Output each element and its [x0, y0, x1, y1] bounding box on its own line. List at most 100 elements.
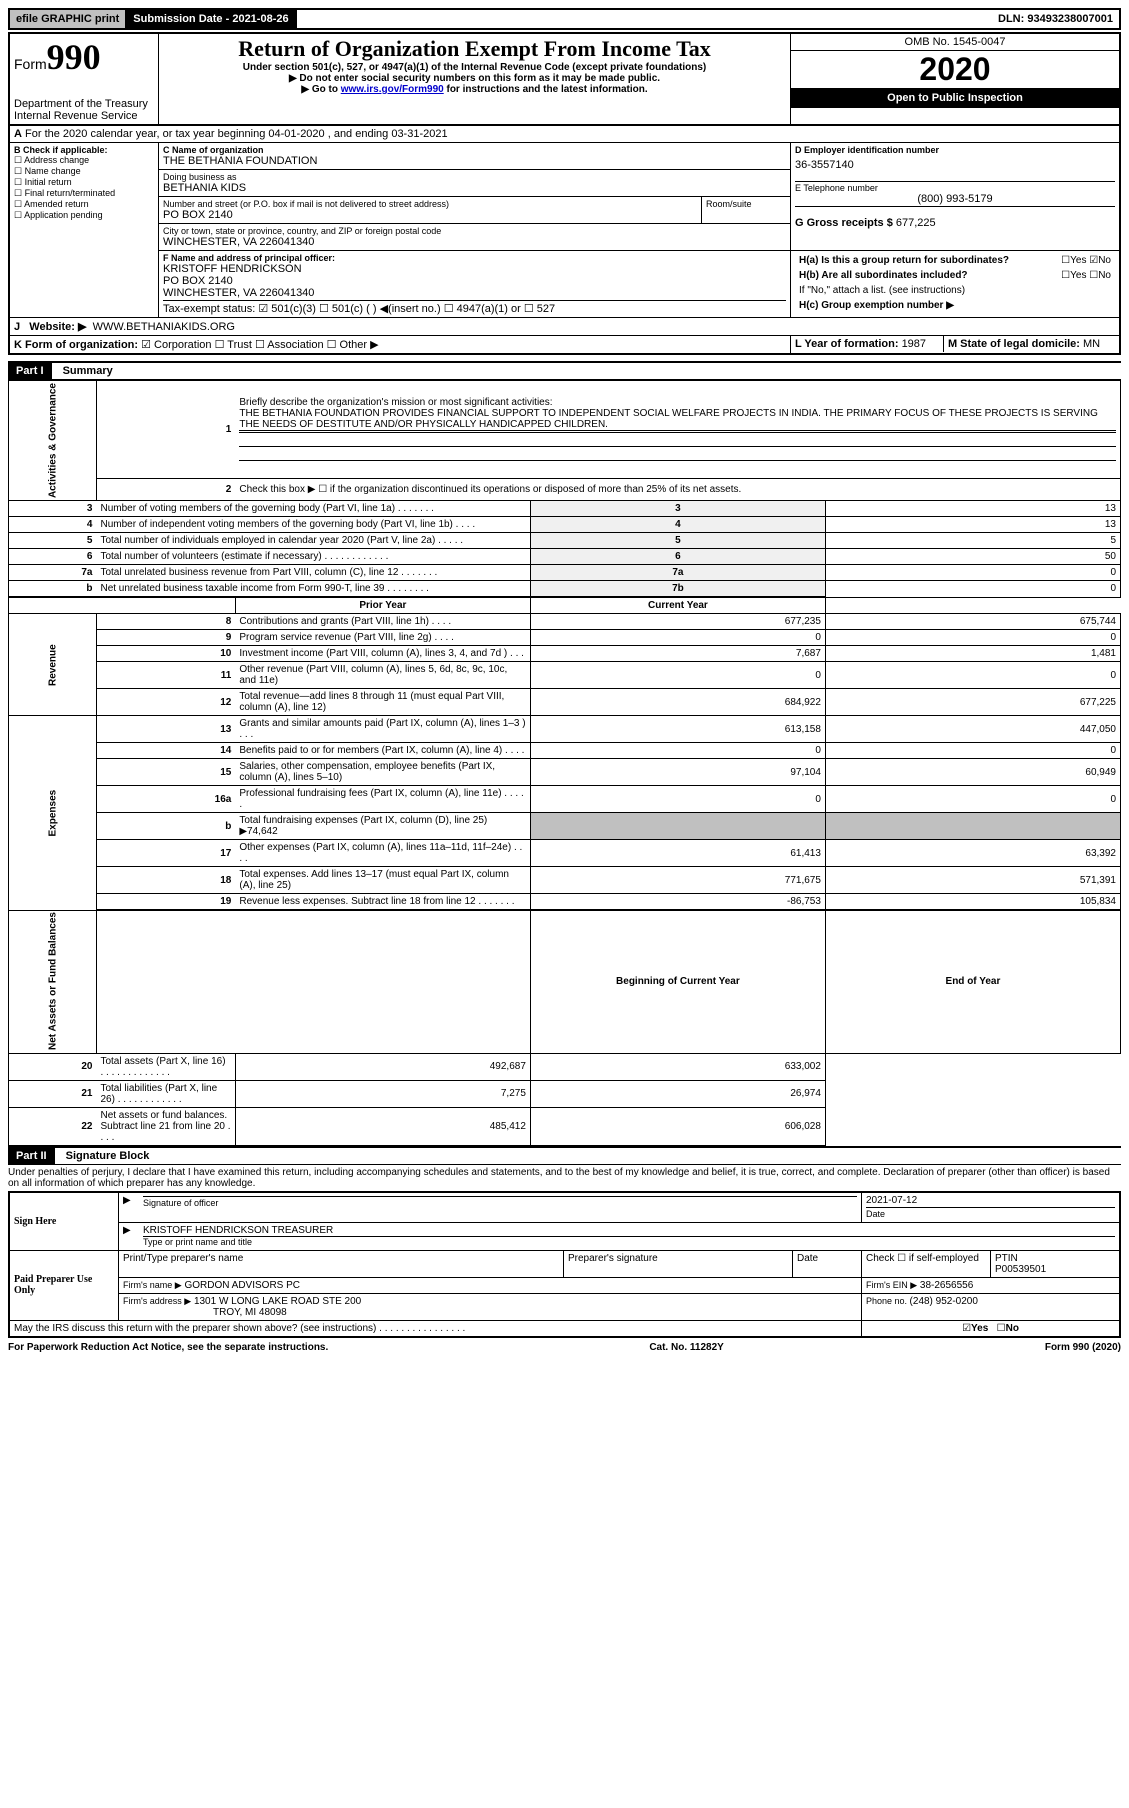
website-value[interactable]: WWW.BETHANIAKIDS.ORG [93, 321, 235, 333]
checkbox-option[interactable]: ☐ Application pending [14, 210, 154, 221]
city-label: City or town, state or province, country… [163, 226, 786, 236]
officer-addr1: PO BOX 2140 [163, 275, 786, 287]
ein-label: D Employer identification number [795, 145, 1115, 155]
h-note: If "No," attach a list. (see instruction… [795, 283, 1115, 298]
prep-date-label: Date [793, 1250, 862, 1277]
sign-here-label: Sign Here [9, 1192, 119, 1251]
part1-title: Summary [63, 365, 113, 377]
section-b-label: B Check if applicable: [14, 145, 154, 155]
penalty-text: Under penalties of perjury, I declare th… [8, 1165, 1121, 1191]
paperwork-notice: For Paperwork Reduction Act Notice, see … [8, 1342, 328, 1353]
signature-table: Sign Here ▶ Signature of officer 2021-07… [8, 1191, 1121, 1338]
q1-label: Briefly describe the organization's miss… [239, 397, 552, 408]
open-to-public: Open to Public Inspection [791, 88, 1119, 108]
discuss-text: May the IRS discuss this return with the… [9, 1320, 862, 1337]
irs-label: Internal Revenue Service [14, 110, 154, 122]
form-subtitle-1: Under section 501(c), 527, or 4947(a)(1)… [163, 62, 786, 73]
org-form-option[interactable]: ☑ Corporation [141, 339, 214, 351]
part2-label: Part II [8, 1148, 55, 1164]
irs-link[interactable]: www.irs.gov/Form990 [341, 84, 444, 95]
hc-label: H(c) Group exemption number ▶ [795, 298, 1115, 313]
officer-addr2: WINCHESTER, VA 226041340 [163, 287, 786, 299]
part2-title: Signature Block [66, 1150, 150, 1162]
street-label: Number and street (or P.O. box if mail i… [163, 199, 697, 209]
check-self-employed[interactable]: Check ☐ if self-employed [862, 1250, 991, 1277]
street-value: PO BOX 2140 [163, 209, 697, 221]
officer-name: KRISTOFF HENDRICKSON [163, 263, 786, 275]
tax-status-option[interactable]: ☐ 4947(a)(1) or [444, 303, 524, 315]
firm-addr1: 1301 W LONG LAKE ROAD STE 200 [194, 1296, 361, 1307]
checkbox-option[interactable]: ☐ Final return/terminated [14, 188, 154, 199]
firm-ein: 38-2656556 [920, 1280, 973, 1291]
sig-date-label: Date [866, 1209, 885, 1219]
submission-date: Submission Date - 2021-08-26 [127, 10, 296, 28]
tax-status-option[interactable]: ☑ 501(c)(3) [258, 303, 319, 315]
q2-text: Check this box ▶ ☐ if the organization d… [235, 478, 1120, 500]
org-name: THE BETHANIA FOUNDATION [163, 155, 786, 167]
tax-status-label: Tax-exempt status: [163, 303, 255, 315]
form-subtitle-2: ▶ Do not enter social security numbers o… [163, 73, 786, 84]
checkbox-option[interactable]: ☐ Initial return [14, 177, 154, 188]
dba-value: BETHANIA KIDS [163, 182, 786, 194]
omb-number: OMB No. 1545-0047 [791, 34, 1119, 51]
prep-name-label: Print/Type preparer's name [119, 1250, 564, 1277]
ha-label: H(a) Is this a group return for subordin… [799, 255, 1009, 266]
ptin-label: PTIN [995, 1253, 1018, 1264]
col-end: End of Year [825, 910, 1120, 1053]
top-bar: efile GRAPHIC print Submission Date - 20… [8, 8, 1121, 30]
checkbox-option[interactable]: ☐ Amended return [14, 199, 154, 210]
sig-name-value: KRISTOFF HENDRICKSON TREASURER [143, 1225, 1115, 1237]
checkbox-option[interactable]: ☐ Name change [14, 166, 154, 177]
footer: For Paperwork Reduction Act Notice, see … [8, 1338, 1121, 1353]
cat-no: Cat. No. 11282Y [649, 1342, 723, 1353]
officer-label: F Name and address of principal officer: [163, 253, 786, 263]
org-form-option[interactable]: ☐ Association [255, 339, 327, 351]
efile-print-button[interactable]: efile GRAPHIC print [10, 10, 127, 28]
ptin-value: P00539501 [995, 1264, 1046, 1275]
phone-value: (800) 993-5179 [795, 193, 1115, 205]
dept-treasury: Department of the Treasury [14, 98, 154, 110]
org-form-option[interactable]: ☐ Trust [215, 339, 255, 351]
checkbox-option[interactable]: ☐ Address change [14, 155, 154, 166]
phone-label: E Telephone number [795, 183, 1115, 193]
tax-status-option[interactable]: ☐ 501(c) ( ) ◀(insert no.) [319, 303, 444, 315]
part1-table: Activities & Governance 1 Briefly descri… [8, 380, 1121, 1146]
sig-date-value: 2021-07-12 [866, 1195, 1115, 1206]
sig-officer-label: Signature of officer [143, 1198, 218, 1208]
firm-name: GORDON ADVISORS PC [184, 1280, 300, 1291]
firm-phone: (248) 952-0200 [910, 1296, 978, 1307]
org-form-option[interactable]: ☐ Other ▶ [327, 339, 379, 351]
ein-value: 36-3557140 [795, 159, 1115, 171]
form-footer: Form 990 (2020) [1045, 1342, 1121, 1353]
gross-receipts: G Gross receipts $ 677,225 [795, 217, 1115, 229]
form-number: 990 [47, 37, 101, 77]
tax-year: 2020 [791, 51, 1119, 88]
form-org-label: K Form of organization: [14, 339, 138, 351]
hb-label: H(b) Are all subordinates included? [799, 270, 968, 281]
paid-preparer-label: Paid Preparer Use Only [9, 1250, 119, 1320]
form-title: Return of Organization Exempt From Incom… [163, 36, 786, 62]
tax-status-option[interactable]: ☐ 527 [524, 303, 555, 315]
dln: DLN: 93493238007001 [992, 10, 1119, 28]
org-name-label: C Name of organization [163, 145, 786, 155]
state-domicile: MN [1083, 338, 1100, 350]
dba-label: Doing business as [163, 172, 786, 182]
col-begin: Beginning of Current Year [530, 910, 825, 1053]
website-label: Website: ▶ [29, 321, 86, 333]
col-prior: Prior Year [235, 597, 530, 614]
room-label: Room/suite [702, 197, 791, 223]
prep-sig-label: Preparer's signature [564, 1250, 793, 1277]
col-current: Current Year [530, 597, 825, 614]
part1-label: Part I [8, 363, 52, 379]
form-header-table: Form990 Department of the Treasury Inter… [8, 32, 1121, 355]
section-netassets: Net Assets or Fund Balances [9, 910, 97, 1053]
mission-text: THE BETHANIA FOUNDATION PROVIDES FINANCI… [239, 408, 1116, 431]
firm-addr2: TROY, MI 48098 [213, 1307, 287, 1318]
city-value: WINCHESTER, VA 226041340 [163, 236, 786, 248]
form-subtitle-3: ▶ Go to www.irs.gov/Form990 for instruct… [163, 84, 786, 95]
form-prefix: Form [14, 56, 47, 72]
year-formation: 1987 [902, 338, 926, 350]
sig-type-label: Type or print name and title [143, 1237, 252, 1247]
section-activities: Activities & Governance [9, 381, 97, 501]
tax-year-line: For the 2020 calendar year, or tax year … [25, 128, 448, 140]
